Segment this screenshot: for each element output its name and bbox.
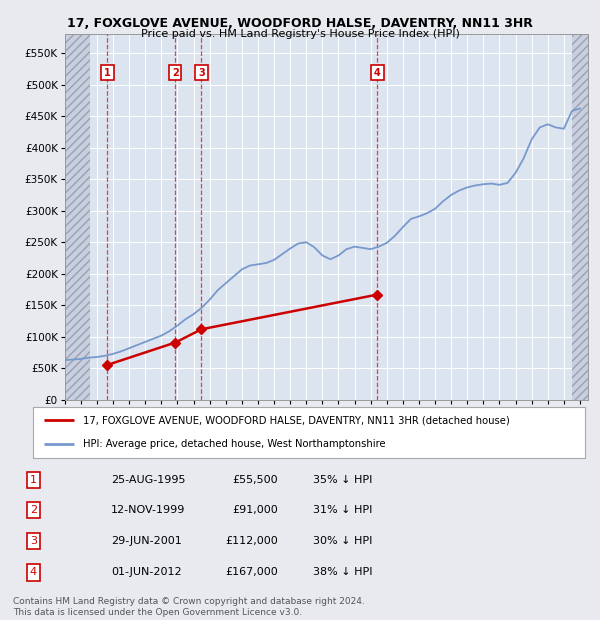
Bar <box>572 34 588 400</box>
Text: 12-NOV-1999: 12-NOV-1999 <box>111 505 185 515</box>
Text: 17, FOXGLOVE AVENUE, WOODFORD HALSE, DAVENTRY, NN11 3HR: 17, FOXGLOVE AVENUE, WOODFORD HALSE, DAV… <box>67 17 533 30</box>
Text: 3: 3 <box>198 68 205 78</box>
Text: 35% ↓ HPI: 35% ↓ HPI <box>313 475 372 485</box>
Text: £91,000: £91,000 <box>232 505 278 515</box>
Text: 31% ↓ HPI: 31% ↓ HPI <box>313 505 372 515</box>
Text: 17, FOXGLOVE AVENUE, WOODFORD HALSE, DAVENTRY, NN11 3HR (detached house): 17, FOXGLOVE AVENUE, WOODFORD HALSE, DAV… <box>83 415 509 425</box>
Text: 4: 4 <box>374 68 381 78</box>
Text: £112,000: £112,000 <box>226 536 278 546</box>
Text: £55,500: £55,500 <box>233 475 278 485</box>
Text: Contains HM Land Registry data © Crown copyright and database right 2024.
This d: Contains HM Land Registry data © Crown c… <box>13 598 365 617</box>
Bar <box>65 34 90 400</box>
Text: Price paid vs. HM Land Registry's House Price Index (HPI): Price paid vs. HM Land Registry's House … <box>140 29 460 39</box>
Text: 30% ↓ HPI: 30% ↓ HPI <box>313 536 372 546</box>
Text: 01-JUN-2012: 01-JUN-2012 <box>111 567 182 577</box>
Text: HPI: Average price, detached house, West Northamptonshire: HPI: Average price, detached house, West… <box>83 439 385 449</box>
Text: 3: 3 <box>30 536 37 546</box>
Text: 38% ↓ HPI: 38% ↓ HPI <box>313 567 372 577</box>
Text: £167,000: £167,000 <box>226 567 278 577</box>
Text: 2: 2 <box>30 505 37 515</box>
Text: 1: 1 <box>30 475 37 485</box>
Text: 4: 4 <box>30 567 37 577</box>
Text: 25-AUG-1995: 25-AUG-1995 <box>111 475 185 485</box>
Text: 1: 1 <box>104 68 111 78</box>
Text: 29-JUN-2001: 29-JUN-2001 <box>111 536 182 546</box>
Text: 2: 2 <box>172 68 179 78</box>
